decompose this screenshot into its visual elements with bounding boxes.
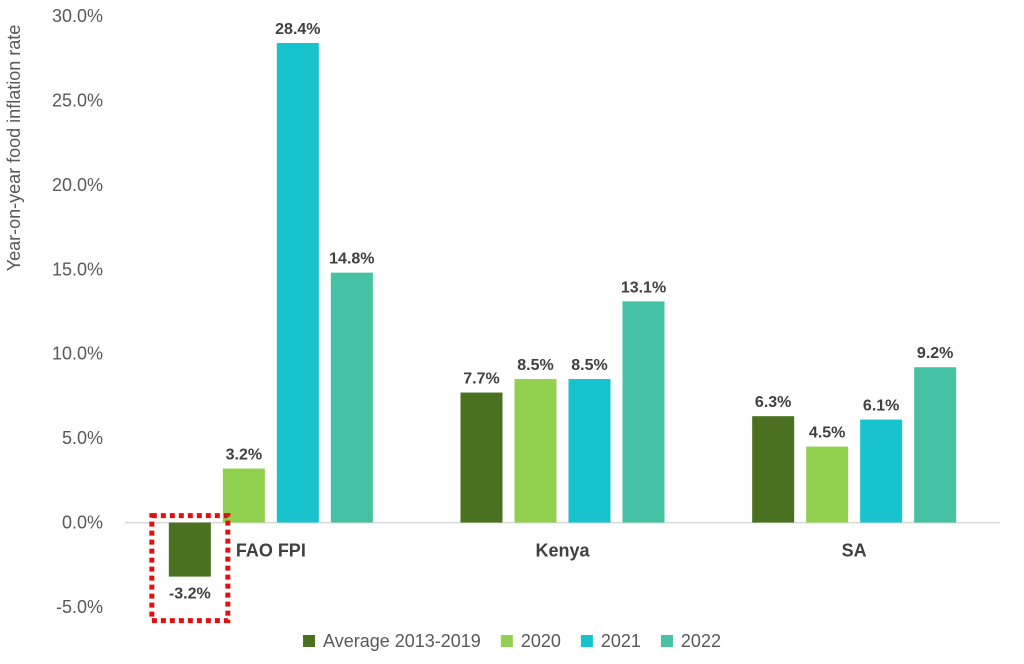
category-label: FAO FPI [236, 541, 306, 561]
y-tick-label: -5.0% [56, 597, 103, 617]
data-label: 4.5% [809, 425, 845, 442]
bar [460, 392, 503, 523]
bar [568, 379, 611, 523]
y-tick-label: 15.0% [52, 259, 103, 279]
legend-label: Average 2013-2019 [323, 631, 481, 651]
legend-item: 2020 [500, 631, 561, 651]
y-tick-label: 30.0% [52, 6, 103, 26]
y-axis: 30.0% 25.0% 20.0% 15.0% 10.0% 5.0% 0.0% -5.0% [52, 6, 103, 617]
y-tick-label: 5.0% [62, 428, 103, 448]
y-tick-label: 0.0% [62, 513, 103, 533]
data-label: 8.5% [571, 357, 607, 374]
legend-label: 2022 [681, 631, 721, 651]
bar [622, 301, 665, 523]
y-tick-label: 25.0% [52, 90, 103, 110]
bar [752, 416, 795, 523]
highlight-box [149, 513, 231, 624]
data-labels: -3.2% 3.2% 28.4% 14.8% 7.7% 8.5% 8.5% 13.1% 6.3%… [169, 21, 953, 603]
data-label: 6.1% [863, 398, 899, 415]
legend-swatch [580, 635, 593, 647]
y-axis-title: Year-on-year food inflation rate [4, 25, 24, 272]
legend-label: 2020 [521, 631, 561, 651]
data-label: 8.5% [517, 357, 553, 374]
data-label: 14.8% [329, 251, 374, 268]
data-label: 13.1% [621, 279, 666, 296]
legend-label: 2021 [601, 631, 641, 651]
bar [330, 272, 373, 523]
data-label: 9.2% [917, 345, 953, 362]
legend-swatch [500, 635, 513, 647]
category-label: Kenya [535, 541, 590, 561]
category-labels: FAO FPI Kenya SA [236, 541, 867, 561]
bar [514, 379, 557, 523]
category-label: SA [842, 541, 867, 561]
legend-swatch [660, 635, 673, 647]
data-label: 28.4% [275, 21, 320, 38]
legend-item: 2021 [580, 631, 641, 651]
bar [276, 43, 319, 523]
bar [168, 522, 211, 577]
data-label: 7.7% [463, 371, 499, 388]
y-tick-label: 10.0% [52, 344, 103, 364]
bars [168, 43, 957, 577]
bar [914, 367, 957, 523]
data-label: -3.2% [169, 586, 211, 603]
bar [860, 419, 903, 523]
data-label: 6.3% [755, 394, 791, 411]
y-tick-label: 20.0% [52, 175, 103, 195]
legend-item: Average 2013-2019 [303, 631, 481, 651]
bar [806, 446, 849, 523]
legend-item: 2022 [660, 631, 721, 651]
legend-swatch [303, 635, 316, 647]
legend: Average 2013-2019 2020 2021 2022 [303, 631, 721, 651]
data-label: 3.2% [226, 447, 262, 464]
